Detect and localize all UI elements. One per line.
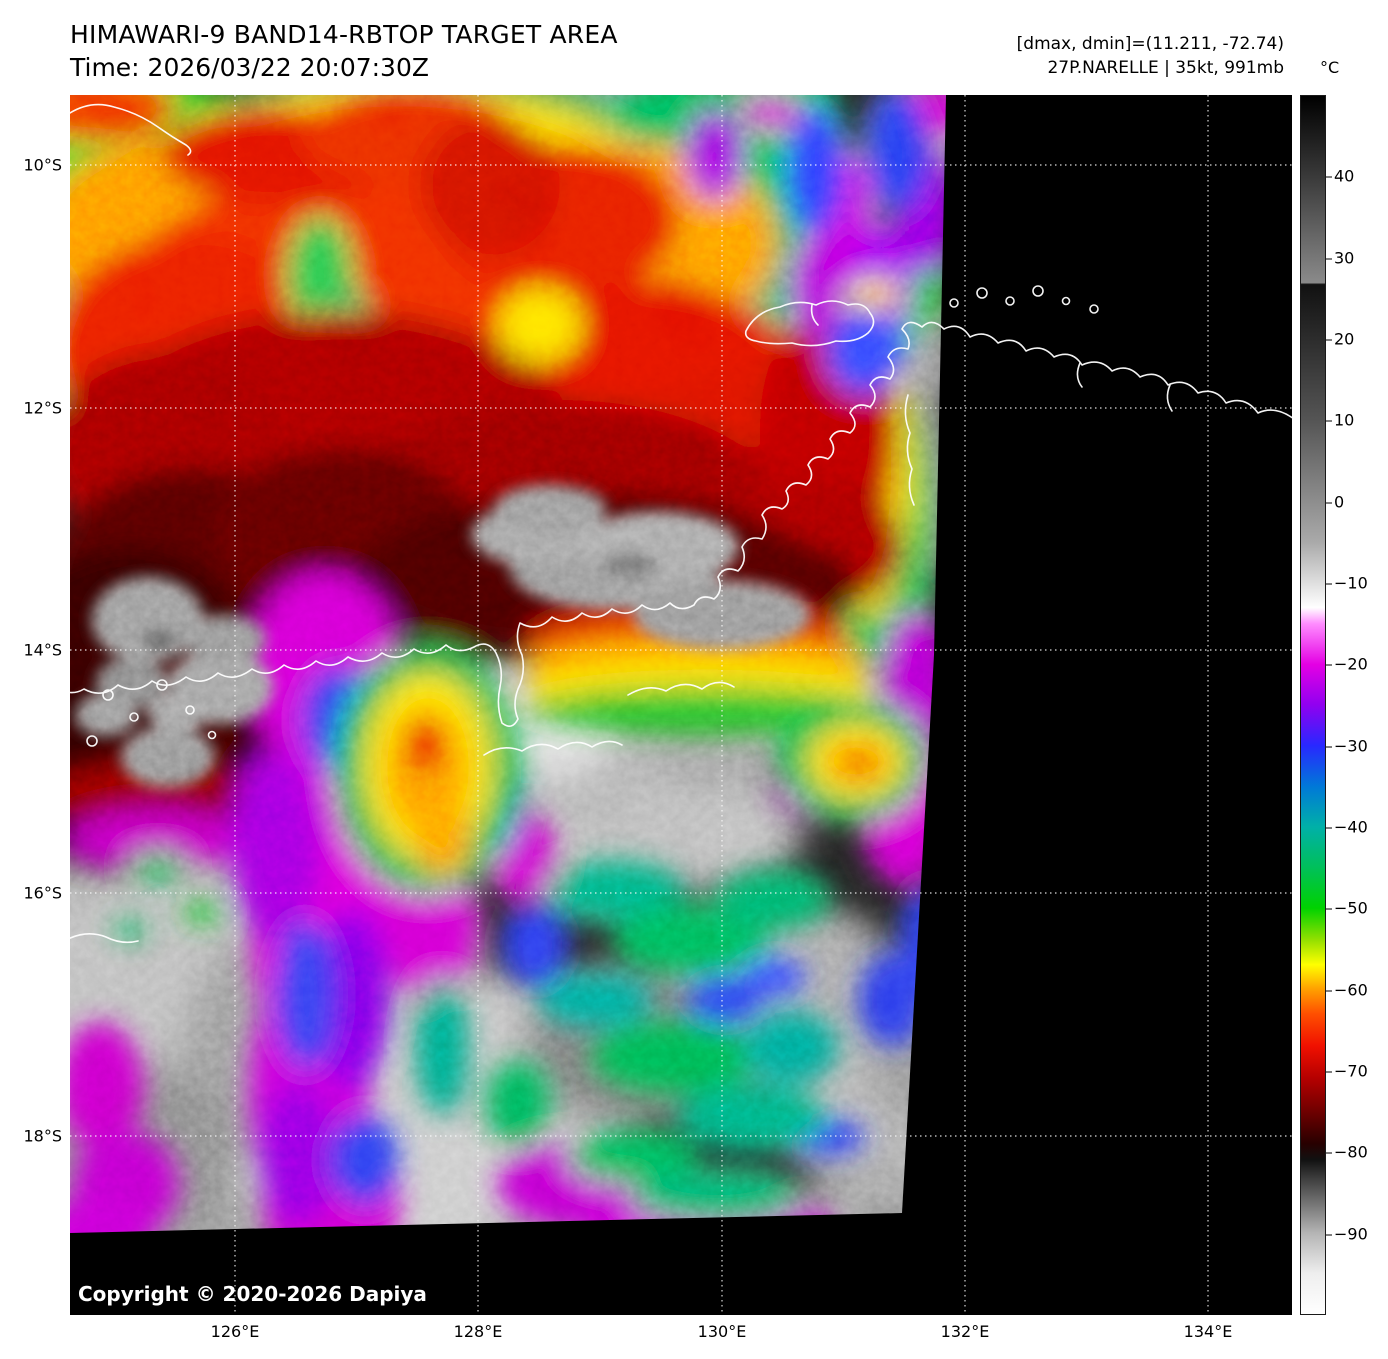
satellite-imagery [70,95,946,1233]
timestamp: Time: 2026/03/22 20:07:30Z [70,53,429,82]
colorbar-tick: −50 [1326,898,1368,918]
mottle-texture [70,95,946,1233]
copyright-text: Copyright © 2020-2026 Dapiya [78,1282,427,1306]
colorbar: 40 30 20 10 0 −10 −20 −30 −40 −50 −60 −7… [1300,95,1388,1315]
lat-axis-label: 16°S [23,883,62,903]
colorbar-tick: −10 [1326,573,1368,593]
page-title: HIMAWARI-9 BAND14-RBTOP TARGET AREA [70,20,618,49]
colorbar-tick: −70 [1326,1061,1368,1081]
lat-axis-label: 18°S [23,1126,62,1146]
colorbar-tick: 40 [1325,166,1355,186]
lat-axis-label: 12°S [23,398,62,418]
lon-axis-label: 132°E [940,1322,990,1341]
colorbar-tick: 10 [1325,410,1355,430]
lat-axis-label: 14°S [23,640,62,660]
colorbar-tick: −90 [1326,1224,1368,1244]
colorbar-tick: 0 [1325,492,1345,512]
storm-info-annotation: 27P.NARELLE | 35kt, 991mb [1047,58,1284,78]
satellite-map-svg: Copyright © 2020-2026 Dapiya [70,95,1292,1315]
colorbar-gradient [1300,95,1326,1315]
colorbar-tick: −20 [1326,654,1368,674]
lon-axis-label: 130°E [697,1322,747,1341]
colorbar-tick: −80 [1326,1142,1368,1162]
lon-axis-label: 128°E [453,1322,503,1341]
colorbar-tick: 30 [1325,248,1355,268]
colorbar-tick: 20 [1325,329,1355,349]
colorbar-tick: −40 [1326,817,1368,837]
colorbar-unit-label: °C [1320,58,1340,77]
dmax-dmin-annotation: [dmax, dmin]=(11.211, -72.74) [1016,34,1284,54]
lon-axis-label: 126°E [210,1322,260,1341]
colorbar-tick: −60 [1326,980,1368,1000]
gridlines [70,95,1292,1315]
lon-axis-label: 134°E [1183,1322,1233,1341]
lat-axis-label: 10°S [23,155,62,175]
satellite-map: Copyright © 2020-2026 Dapiya [70,95,1292,1315]
colorbar-tick: −30 [1326,736,1368,756]
coastlines [70,103,1292,944]
